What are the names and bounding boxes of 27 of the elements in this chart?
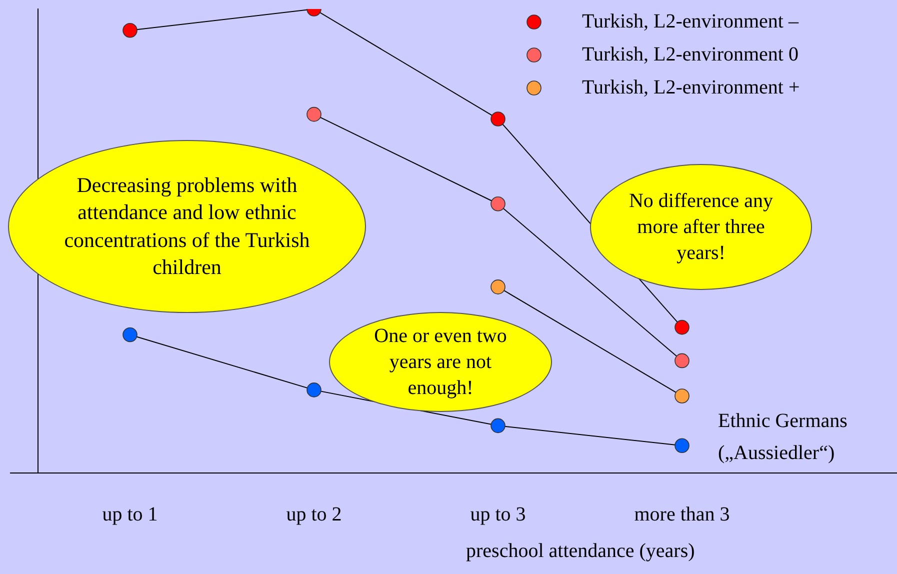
point xyxy=(122,327,138,342)
point xyxy=(306,106,322,122)
callout-ellipse: One or even two years are not enough! xyxy=(329,312,552,412)
callout-ellipse: Decreasing problems with attendance and low ethnic concentrations of the Turkish children xyxy=(8,140,366,313)
callout-ellipse: No difference any more after three years! xyxy=(590,164,812,290)
annotation: One or even two years are not enough! xyxy=(373,324,508,401)
point xyxy=(490,418,506,434)
x-tick-label: up to 1 xyxy=(102,503,158,526)
annotation: Decreasing problems with attendance and low ethnic concentrations of the Turkish children xyxy=(63,172,311,281)
point xyxy=(490,280,506,294)
point xyxy=(306,382,322,398)
legend-label: Turkish, L2-environment – xyxy=(582,10,800,32)
annotation: No difference any more after three years! xyxy=(628,189,774,266)
x-tick-label: up to 3 xyxy=(470,503,526,526)
point xyxy=(674,353,690,368)
series-label: Ethnic Germans („Aussiedler“) xyxy=(718,410,848,464)
legend-label: Turkish, L2-environment + xyxy=(582,76,800,98)
point xyxy=(674,320,690,335)
point xyxy=(674,438,690,454)
x-tick-label: more than 3 xyxy=(634,503,730,526)
x-axis-title: preschool attendance (years) xyxy=(466,540,695,563)
point xyxy=(122,22,138,38)
point xyxy=(674,388,690,404)
point xyxy=(490,112,506,126)
x-tick-label: up to 2 xyxy=(286,503,342,526)
legend-label: Turkish, L2-environment 0 xyxy=(582,43,798,66)
point xyxy=(490,196,506,212)
